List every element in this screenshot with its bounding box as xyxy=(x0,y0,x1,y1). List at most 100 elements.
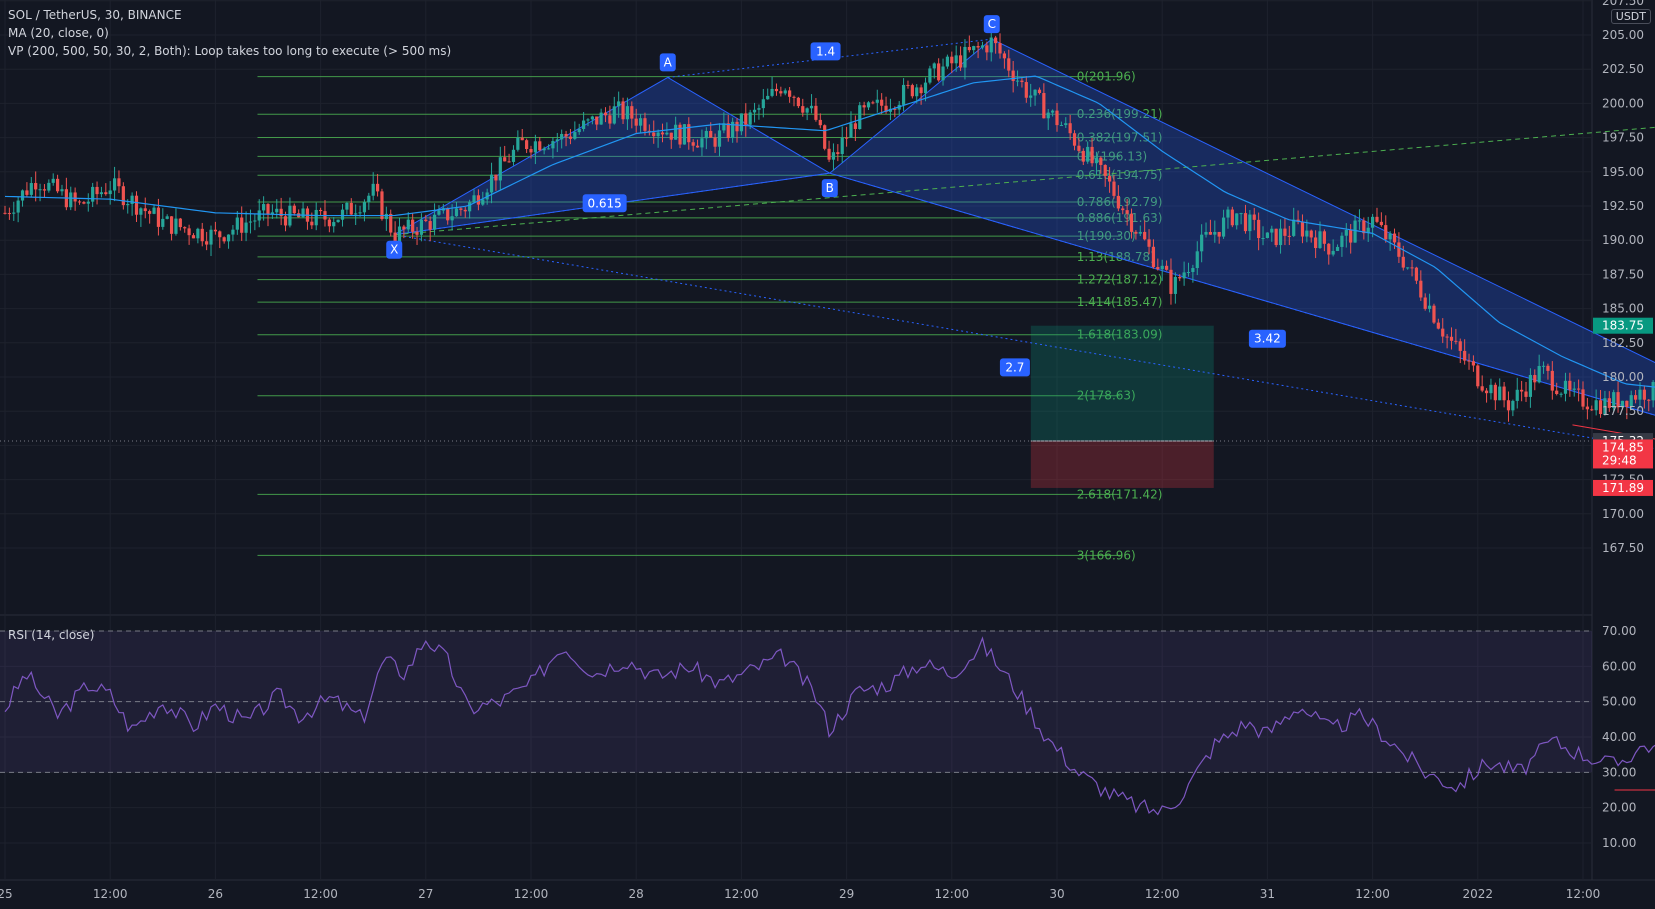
candle-body xyxy=(717,130,722,147)
candle-body xyxy=(1550,370,1554,391)
candle-body xyxy=(691,142,695,146)
candle-body xyxy=(332,222,336,227)
candle-body xyxy=(358,212,362,214)
candle-body xyxy=(1524,391,1528,397)
candle-body xyxy=(827,148,831,160)
candle-body xyxy=(1274,228,1278,246)
candle-body xyxy=(831,152,836,160)
candle-body xyxy=(1002,53,1006,59)
candle-body xyxy=(121,186,125,206)
candle-body xyxy=(156,207,161,227)
candle-body xyxy=(814,105,818,120)
candle-body xyxy=(555,139,559,142)
candle-body xyxy=(1094,157,1099,164)
candle-body xyxy=(354,213,358,215)
candle-body xyxy=(38,189,42,191)
candle-body xyxy=(476,195,480,205)
candle-body xyxy=(1318,231,1322,249)
candle-body xyxy=(222,237,226,242)
candle-body xyxy=(367,195,371,203)
rsi-line xyxy=(4,636,1655,816)
candle-body xyxy=(34,183,38,190)
candle-body xyxy=(1371,216,1375,228)
candle-body xyxy=(1042,93,1046,119)
candle-body xyxy=(713,137,717,147)
candle-body xyxy=(262,204,266,211)
candle-body xyxy=(823,125,827,149)
candle-body xyxy=(1108,175,1112,182)
candle-body xyxy=(1081,150,1085,162)
candle-body xyxy=(77,201,82,203)
rsi-axis-tick: 30.00 xyxy=(1602,765,1636,779)
candle-body xyxy=(1055,110,1059,126)
candle-body xyxy=(450,216,454,221)
pattern-point-a: A xyxy=(664,55,673,69)
candle-body xyxy=(752,109,757,113)
candle-body xyxy=(178,218,182,228)
candle-body xyxy=(1436,322,1440,329)
candle-body xyxy=(1410,267,1414,269)
candle-body xyxy=(235,217,239,230)
candle-body xyxy=(1397,242,1401,257)
candle-body xyxy=(1090,146,1094,164)
currency-badge[interactable]: USDT xyxy=(1610,9,1651,24)
candle-body xyxy=(288,205,292,226)
candle-body xyxy=(1033,89,1037,96)
candle-body xyxy=(1471,361,1476,366)
time-axis-tick: 12:00 xyxy=(93,887,128,901)
candle-body xyxy=(139,208,143,215)
candle-body xyxy=(327,219,331,227)
candle-body xyxy=(191,235,196,239)
candle-body xyxy=(248,221,253,223)
candle-body xyxy=(12,212,16,214)
candle-body xyxy=(209,229,213,245)
price-axis-tick: 185.00 xyxy=(1602,302,1644,316)
candle-body xyxy=(669,132,673,140)
candle-body xyxy=(56,178,60,192)
candle-body xyxy=(244,222,248,233)
candle-body xyxy=(893,108,897,110)
pattern-ratio-label: 1.4 xyxy=(816,44,835,58)
candle-body xyxy=(862,105,866,108)
candle-body xyxy=(126,204,130,206)
candle-body xyxy=(1112,181,1116,196)
candle-body xyxy=(1046,112,1050,119)
candle-body xyxy=(183,227,187,229)
candle-body xyxy=(1024,82,1028,98)
candle-body xyxy=(1607,398,1611,408)
candle-body xyxy=(362,202,367,213)
candle-body xyxy=(1651,381,1655,401)
candle-body xyxy=(678,124,682,145)
candle-body xyxy=(1208,231,1213,235)
fib-level-label: 0.886(191.63) xyxy=(1077,211,1163,225)
candle-body xyxy=(774,88,779,92)
candle-body xyxy=(1292,219,1296,236)
candle-body xyxy=(1537,366,1541,383)
candle-body xyxy=(958,55,963,68)
rsi-axis-tick: 40.00 xyxy=(1602,730,1636,744)
candle-body xyxy=(174,218,178,234)
candle-body xyxy=(1335,246,1340,251)
price-axis-tick: 192.50 xyxy=(1602,199,1644,213)
candle-body xyxy=(1261,237,1265,239)
fib-level-label: 0.382(197.51) xyxy=(1077,130,1163,144)
candle-body xyxy=(1406,267,1410,269)
candle-body xyxy=(783,90,787,94)
candle-body xyxy=(1265,232,1269,238)
candle-body xyxy=(69,192,73,208)
candle-body xyxy=(169,216,174,234)
candle-body xyxy=(1585,406,1589,410)
candle-body xyxy=(108,190,112,195)
candle-body xyxy=(533,141,537,153)
candle-body xyxy=(218,231,222,238)
candle-body xyxy=(1563,380,1568,394)
candle-body xyxy=(608,115,612,124)
candle-body xyxy=(1388,233,1392,240)
candle-body xyxy=(1541,365,1546,367)
candle-body xyxy=(1441,328,1445,337)
pattern-ratio-label-box xyxy=(1248,329,1286,348)
candle-body xyxy=(582,120,586,130)
candle-body xyxy=(468,202,472,212)
candle-body xyxy=(792,96,796,98)
